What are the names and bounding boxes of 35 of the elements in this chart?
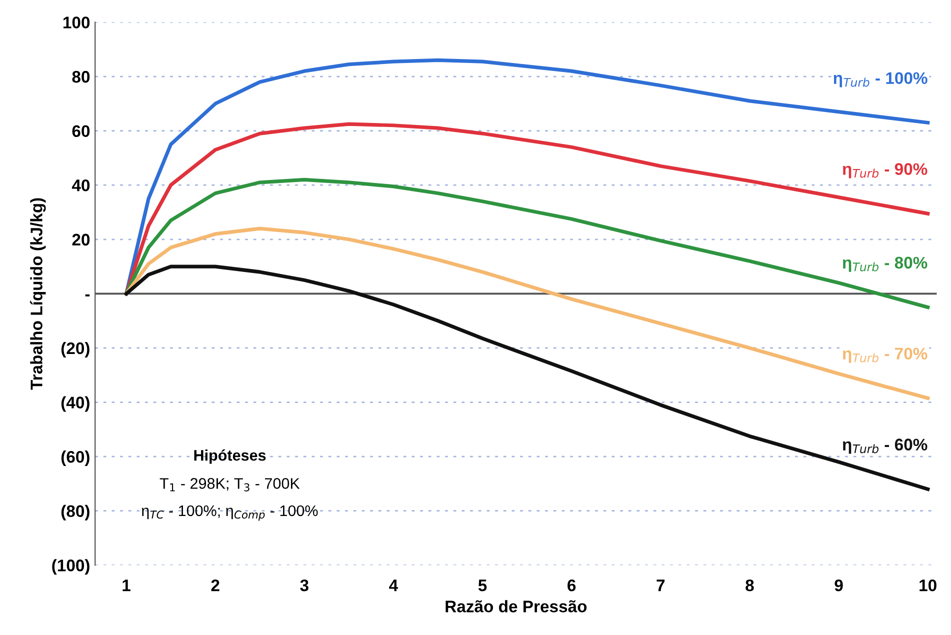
annotation: Hipóteses <box>194 449 266 464</box>
x-tick-label: 7 <box>656 580 665 592</box>
y-tick-label: 60 <box>72 125 90 138</box>
x-tick-label: 6 <box>568 579 576 592</box>
line-series <box>124 226 930 400</box>
series-label: η$_{Turb}$ - 80% <box>842 256 928 272</box>
y-tick-label: (40) <box>61 396 90 412</box>
series-label: η$_{Turb}$ - 90% <box>842 163 928 178</box>
line-series <box>124 58 930 296</box>
y-tick-label: - <box>85 294 90 296</box>
x-tick-label: 5 <box>478 580 487 592</box>
y-tick-label: (60) <box>61 450 90 466</box>
series-label: η$_{Turb}$ - 100% <box>834 72 928 88</box>
x-tick-label: 9 <box>834 579 843 592</box>
x-axis-title: Razão de Pressão <box>446 600 587 612</box>
y-tick-label: (20) <box>61 342 90 358</box>
x-tick-label: 8 <box>746 579 754 592</box>
y-tick-label: 100 <box>63 16 90 28</box>
y-axis-title: Trabalho Líquido (kJ/kg) <box>30 198 46 390</box>
y-tick-label: 20 <box>72 234 90 246</box>
x-tick-label: 1 <box>122 580 130 592</box>
y-tick-label: (80) <box>61 504 90 520</box>
series-label: η$_{Turb}$ - 60% <box>842 438 928 454</box>
series-label: η$_{Turb}$ - 70% <box>842 348 928 363</box>
x-tick-label: 4 <box>389 580 398 592</box>
annotation: T$_{1}$ - 298K; T$_{3}$ - 700K <box>160 478 300 492</box>
y-tick-label: 40 <box>72 180 90 192</box>
annotation: η$_{TC}$ - 100%; η$_{Comp}$ - 100% <box>142 505 318 521</box>
y-tick-label: 80 <box>72 70 90 83</box>
y-tick-label: (100) <box>52 559 90 575</box>
x-tick-label: 10 <box>920 579 936 592</box>
line-series <box>124 178 930 310</box>
x-tick-label: 3 <box>300 579 308 592</box>
line-series <box>124 122 930 296</box>
x-tick-label: 2 <box>211 579 220 592</box>
